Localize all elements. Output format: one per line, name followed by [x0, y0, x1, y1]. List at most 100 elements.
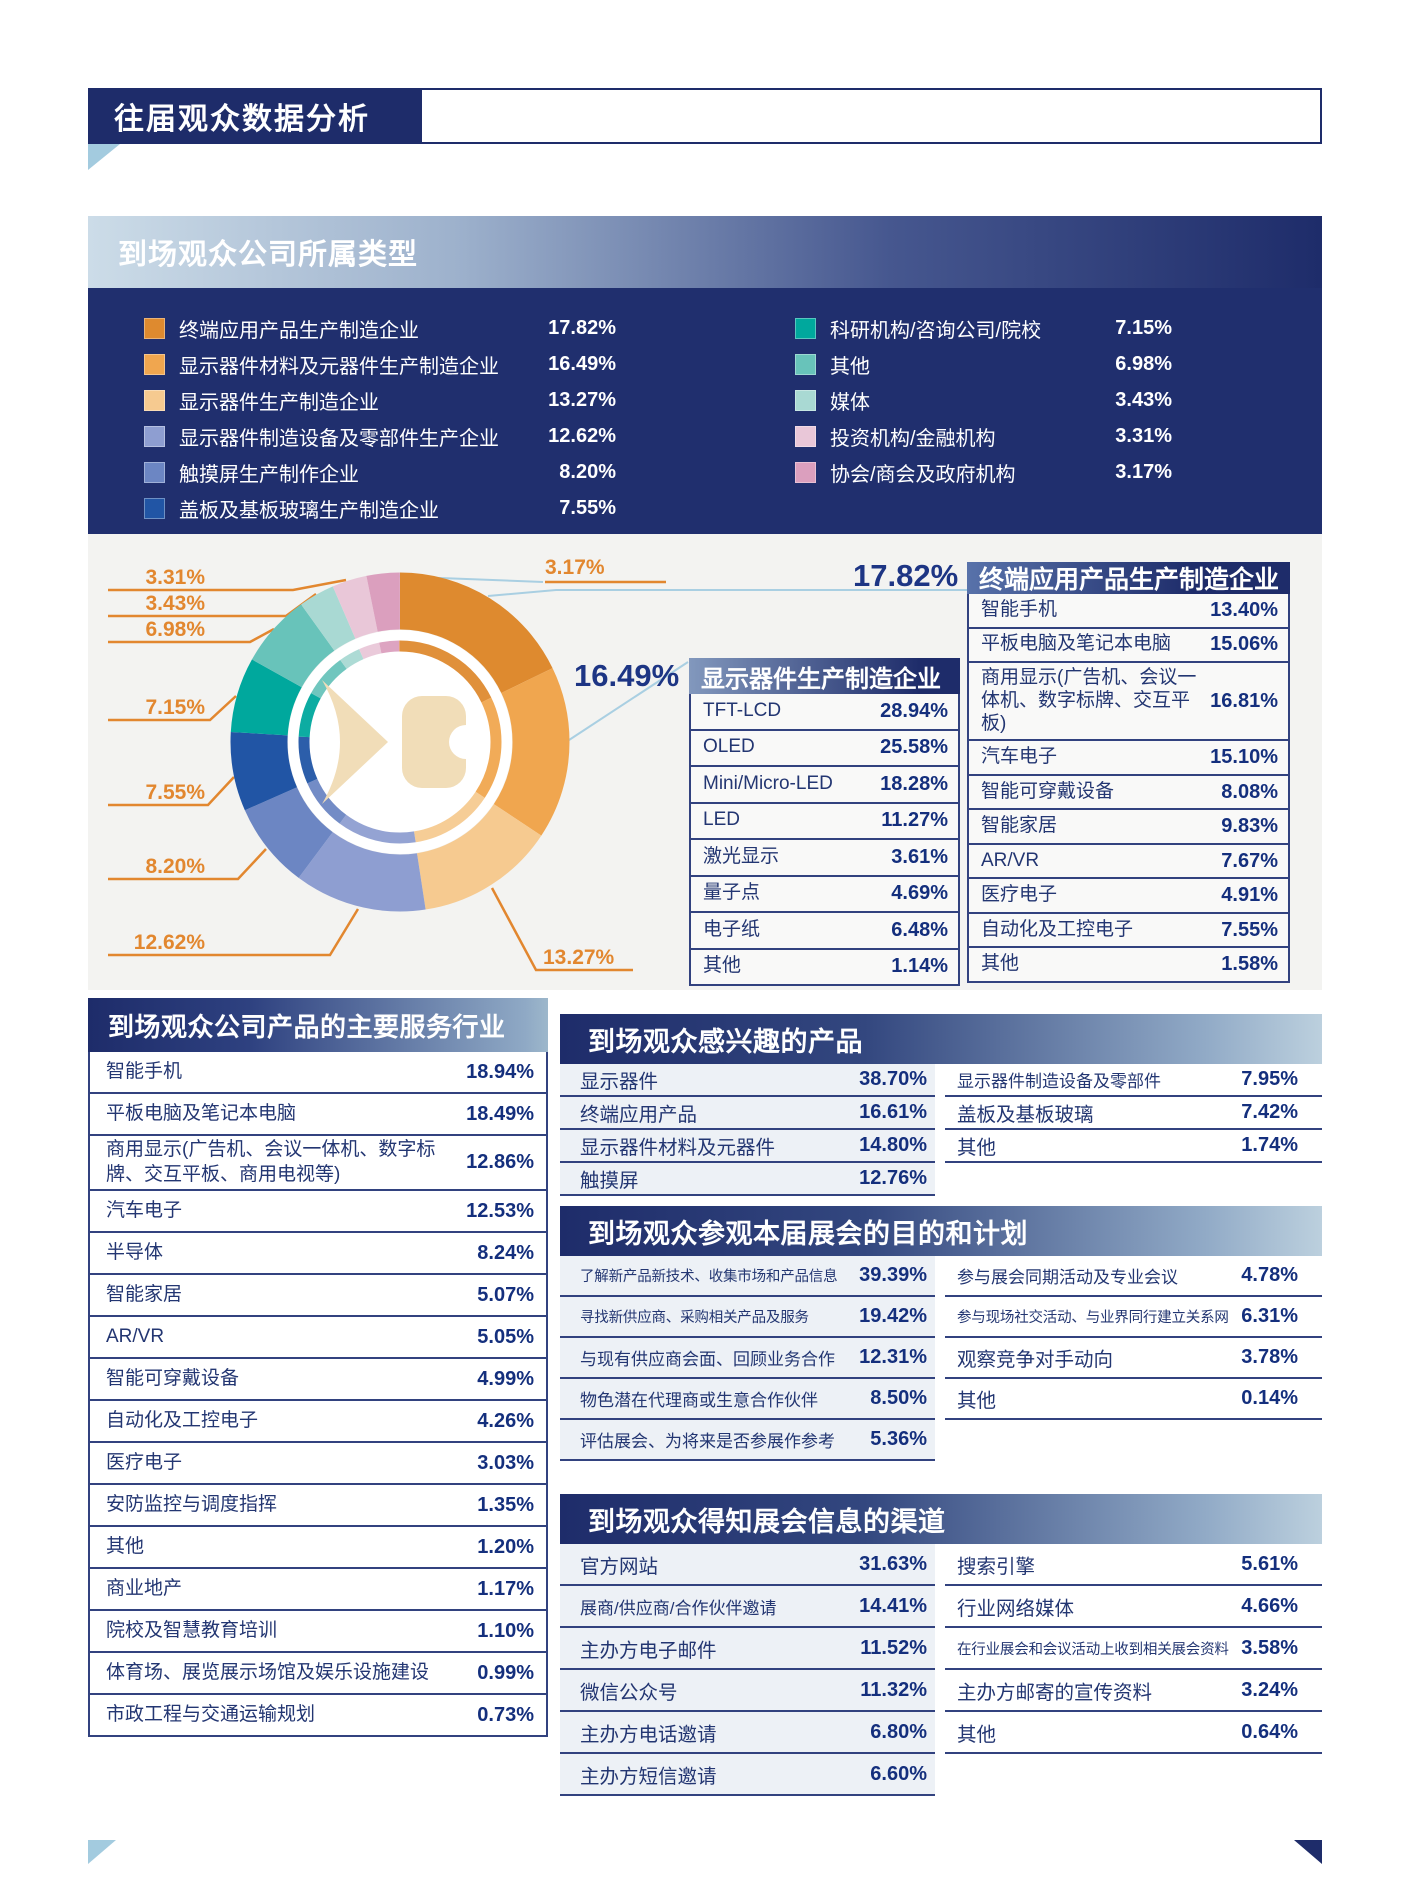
row-value: 1.17% [477, 1577, 534, 1600]
row-label: 智能可穿戴设备 [106, 1368, 240, 1390]
table-row: 自动化及工控电子 4.26% [90, 1401, 546, 1444]
row-label: 显示器件材料及元器件 [580, 1137, 776, 1159]
table-row: 显示器件 38.70% [560, 1064, 935, 1097]
legend-item-label: 其他 [830, 355, 870, 378]
row-label: 商用显示(广告机、会议一体机、数字标牌、交互平板、商用电视等) [106, 1139, 436, 1185]
row-label: 盖板及基板玻璃 [957, 1104, 1094, 1126]
table-row: 主办方电话邀请 6.80% [560, 1712, 935, 1754]
table-row: 汽车电子 12.53% [90, 1191, 546, 1234]
table-row: 智能手机 18.94% [90, 1052, 546, 1094]
table-row: 智能可穿戴设备 4.99% [90, 1359, 546, 1402]
row-value: 25.58% [880, 736, 948, 759]
table-row: 触摸屏 12.76% [560, 1163, 935, 1196]
row-label: 体育场、展览展示场馆及娱乐设施建设 [106, 1662, 430, 1684]
table-row: 官方网站 31.63% [560, 1544, 935, 1586]
table-row: 自动化及工控电子 7.55% [969, 914, 1288, 949]
legend-swatch [795, 461, 816, 483]
table-row: 半导体 8.24% [90, 1233, 546, 1276]
row-value: 3.24% [1241, 1678, 1298, 1701]
company-type-section-header: 到场观众公司所属类型 [88, 216, 1322, 288]
legend-item-value: 8.20% [559, 460, 616, 483]
legend-item: 其他 6.98% [795, 346, 1172, 382]
legend-item-label: 协会/商会及政府机构 [830, 463, 1016, 486]
visit-purpose-header: 到场观众参观本届展会的目的和计划 [560, 1206, 1322, 1256]
legend-item-label: 投资机构/金融机构 [830, 427, 996, 450]
row-value: 9.83% [1221, 815, 1278, 838]
row-label: 平板电脑及笔记本电脑 [981, 633, 1172, 655]
row-value: 1.20% [477, 1535, 534, 1558]
table-row: 安防监控与调度指挥 1.35% [90, 1485, 546, 1528]
donut-callout-17.82: 17.82% [853, 558, 959, 593]
donut-chart [108, 572, 1288, 972]
company-type-title: 到场观众公司所属类型 [118, 239, 419, 271]
row-label: 激光显示 [703, 845, 780, 867]
table-row: 观察竞争对手动向 3.78% [945, 1338, 1322, 1379]
table-row: 显示器件制造设备及零部件 7.95% [945, 1064, 1322, 1097]
interested-products-section: 到场观众感兴趣的产品 显示器件 38.70% 终端应用产品 16.61% 显示器件材料及… [560, 1014, 1322, 1196]
table-row: 参与展会同期活动及专业会议 4.78% [945, 1256, 1322, 1297]
table-row: 其他 0.14% [945, 1379, 1322, 1420]
display-manufacturers-table-body: TFT-LCD 28.94% OLED 25.58% Mini/Micro-LED 18.… [689, 694, 960, 986]
row-label: 观察竞争对手动向 [957, 1349, 1114, 1371]
legend-item: 显示器件材料及元器件生产制造企业 16.49% [144, 346, 616, 382]
row-label: 汽车电子 [981, 746, 1058, 768]
row-label: 安防监控与调度指挥 [106, 1494, 278, 1516]
page-title-text: 往届观众数据分析 [114, 103, 370, 136]
row-value: 12.76% [859, 1167, 927, 1189]
legend-swatch [795, 353, 816, 375]
table-row: 显示器件材料及元器件 14.80% [560, 1130, 935, 1163]
dic-logo [322, 680, 483, 804]
table-row: Mini/Micro-LED 18.28% [691, 767, 958, 804]
legend-swatch [144, 389, 165, 411]
row-value: 6.31% [1241, 1305, 1298, 1327]
row-label: 其他 [957, 1390, 997, 1412]
table-row: 智能手机 13.40% [969, 594, 1288, 629]
legend-item-label: 显示器件材料及元器件生产制造企业 [179, 355, 499, 378]
table-row: 主办方邮寄的宣传资料 3.24% [945, 1670, 1322, 1712]
donut-callout-13.27: 13.27% [543, 946, 615, 969]
row-label: 院校及智慧教育培训 [106, 1620, 278, 1642]
row-label: 寻找新供应商、采购相关产品及服务 [580, 1310, 809, 1326]
legend-item-value: 12.62% [548, 424, 616, 447]
legend-swatch [144, 425, 165, 447]
visit-purpose-right-column: 参与展会同期活动及专业会议 4.78% 参与现场社交活动、与业界同行建立关系网 6.3… [945, 1256, 1322, 1420]
legend-item-value: 13.27% [548, 388, 616, 411]
donut-callout-3.43: 3.43% [145, 592, 205, 615]
row-value: 4.78% [1241, 1264, 1298, 1286]
row-value: 4.26% [477, 1409, 534, 1432]
row-label: 行业网络媒体 [957, 1597, 1075, 1620]
donut-callout-7.55: 7.55% [145, 781, 205, 804]
row-value: 4.99% [477, 1367, 534, 1390]
row-label: 微信公众号 [580, 1681, 678, 1704]
table-row: 平板电脑及笔记本电脑 18.49% [90, 1094, 546, 1136]
row-label: 参与现场社交活动、与业界同行建立关系网 [957, 1310, 1229, 1326]
row-label: 物色潜在代理商或生意合作伙伴 [580, 1391, 818, 1410]
row-value: 1.58% [1221, 953, 1278, 976]
row-label: 其他 [106, 1536, 145, 1558]
table-row: 其他 1.74% [945, 1130, 1322, 1163]
row-value: 28.94% [880, 699, 948, 722]
legend-item: 科研机构/咨询公司/院校 7.15% [795, 310, 1172, 346]
row-label: 与现有供应商会面、回顾业务合作 [580, 1350, 835, 1369]
donut-callout-7.15: 7.15% [145, 696, 205, 719]
legend-item: 触摸屏生产制作企业 8.20% [144, 454, 616, 490]
row-value: 11.32% [860, 1678, 927, 1701]
row-value: 1.35% [477, 1493, 534, 1516]
info-channels-right-column: 搜索引擎 5.61% 行业网络媒体 4.66% 在行业展会和会议活动上收到相关展会资料 3… [945, 1544, 1322, 1754]
row-label: 半导体 [106, 1242, 164, 1264]
row-value: 8.24% [477, 1241, 534, 1264]
row-label: 商用显示(广告机、会议一体机、数字标牌、交互平板) [981, 667, 1197, 734]
row-label: OLED [703, 736, 755, 758]
row-value: 11.27% [881, 809, 948, 832]
donut-callout-6.98: 6.98% [145, 618, 205, 641]
company-type-chart-panel: 3.31% 3.43% 6.98% 7.15% 7.55% 8.20% 12.62% 13.2… [88, 534, 1322, 990]
table-row: OLED 25.58% [691, 731, 958, 767]
end-products-table-title: 终端应用产品生产制造企业 [979, 566, 1280, 594]
row-value: 0.99% [477, 1661, 534, 1684]
table-row: 商用显示(广告机、会议一体机、数字标牌、交互平板、商用电视等) 12.86% [90, 1136, 546, 1192]
row-value: 18.28% [880, 772, 948, 795]
row-value: 39.39% [859, 1264, 927, 1286]
row-value: 12.53% [466, 1199, 534, 1222]
row-value: 14.41% [859, 1594, 927, 1617]
table-row: 主办方短信邀请 6.60% [560, 1754, 935, 1796]
